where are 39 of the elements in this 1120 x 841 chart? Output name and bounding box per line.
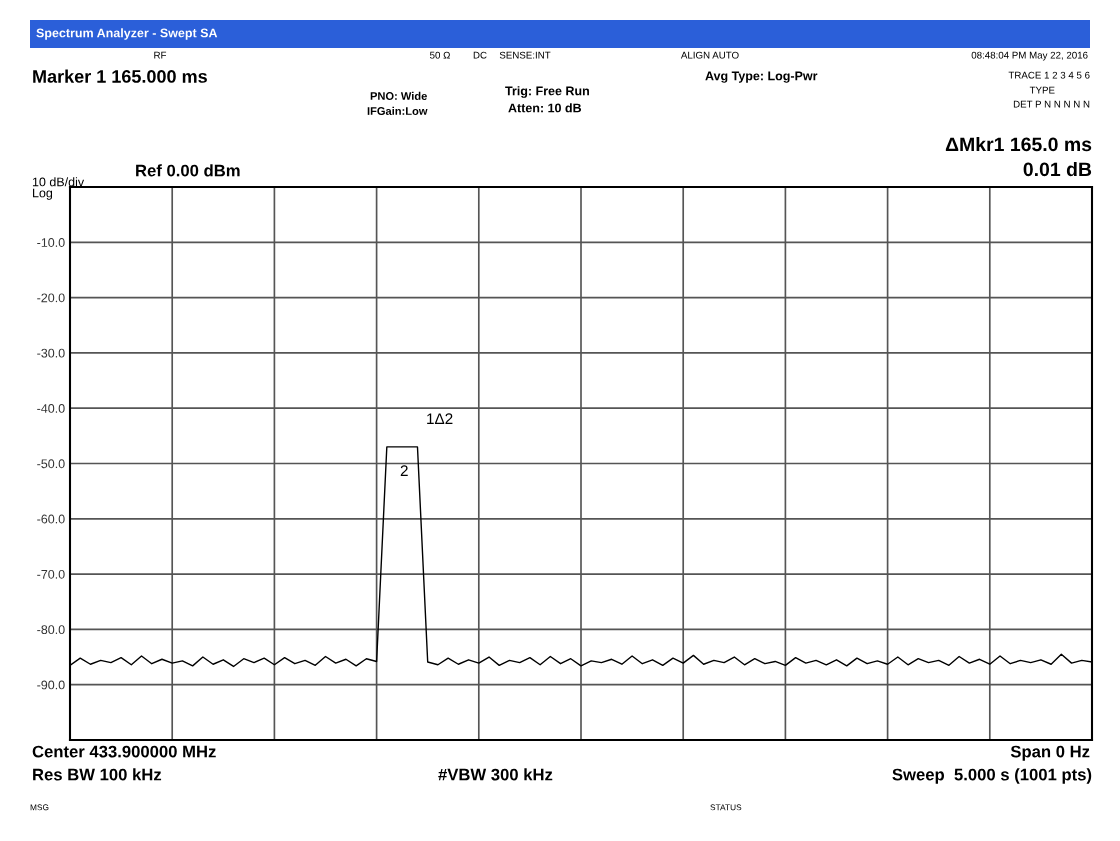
text: TRACE 1 2 3 4 5 6 [1008, 71, 1090, 79]
y-tick-label: -40.0 [37, 404, 65, 413]
text: DET P N N N N N [1013, 100, 1090, 108]
text: #VBW 300 kHz [438, 768, 553, 781]
y-tick-label: -20.0 [37, 293, 65, 303]
text: Log [33, 188, 53, 200]
text: Ref 0.00 dBm [136, 164, 240, 177]
y-tick-label: -70.0 [37, 569, 65, 579]
text: SENSE:INT [499, 51, 551, 59]
text: DC [473, 51, 487, 59]
y-tick-label: -30.0 [37, 348, 65, 358]
text: 50 Ω [430, 51, 450, 59]
text: Span 0 Hz [1010, 745, 1090, 761]
text: 0.01 dB [1023, 161, 1092, 177]
text: Marker 1 165.000 ms [33, 69, 207, 83]
y-tick-label: -90.0 [37, 680, 65, 690]
annotation: 1Δ2 [427, 413, 453, 424]
text: Trig: Free Run [505, 86, 589, 98]
text: 10 dB/div [32, 177, 85, 187]
text: ΔMkr1 165.0 ms [945, 136, 1092, 152]
text: STATUS [710, 804, 742, 811]
text: RF [154, 51, 167, 59]
text: Center 433.900000 MHz [32, 745, 216, 758]
annotation: 2 [400, 465, 408, 476]
text: ALIGN AUTO [680, 51, 739, 59]
y-tick-label: -10.0 [37, 238, 65, 247]
text: Res BW 100 kHz [33, 768, 162, 781]
y-tick-label: -80.0 [37, 625, 65, 635]
y-tick-label: -50.0 [37, 459, 65, 469]
text: 08:48:04 PM May 22, 2016 [971, 51, 1088, 61]
text: PNO: Wide [370, 91, 427, 100]
text: Sweep 5.000 s (1001 pts) [892, 768, 1092, 784]
text: TYPE [1029, 86, 1055, 94]
chart-title: Spectrum Analyzer - Swept SA [36, 28, 218, 40]
y-tick-label: -60.0 [37, 514, 65, 524]
text: Avg Type: Log-Pwr [705, 71, 818, 83]
text: IFGain:Low [367, 106, 428, 115]
text: Atten: 10 dB [508, 103, 582, 113]
text: MSG [30, 804, 49, 811]
